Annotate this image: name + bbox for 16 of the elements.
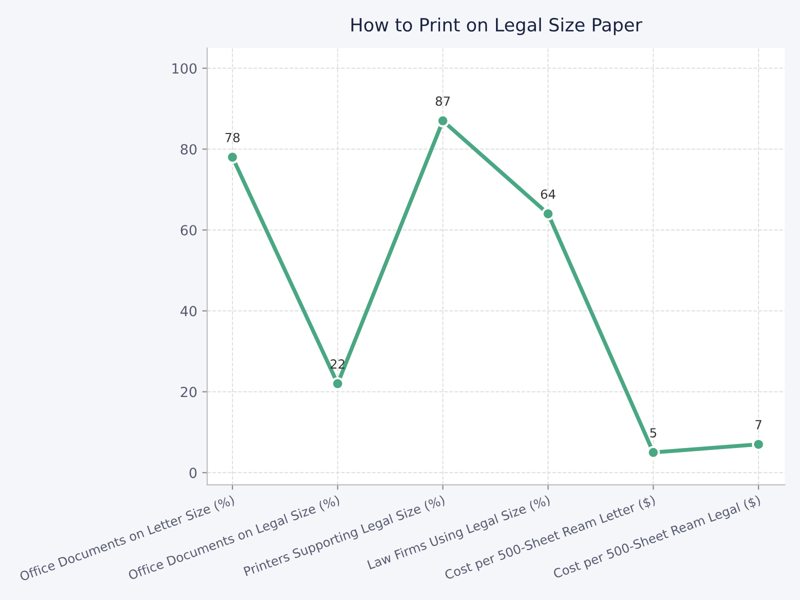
y-tick-label: 20: [180, 386, 197, 398]
data-label: 78: [226, 132, 240, 142]
data-label: 7: [756, 420, 762, 430]
y-tick-label: 0: [190, 468, 197, 478]
y-tick-label: 40: [180, 306, 197, 316]
data-label: 5: [650, 428, 656, 438]
y-tick-label: 60: [180, 224, 197, 236]
y-tick-label: 80: [180, 144, 197, 155]
point: [331, 377, 344, 390]
point: [646, 446, 660, 460]
chart-title: How to Print on Legal Size Paper: [351, 18, 642, 36]
y-tick-label: 100: [172, 63, 197, 74]
point: [541, 207, 555, 220]
point: [436, 114, 450, 128]
data-label: 64: [541, 189, 556, 199]
data-label: 87: [436, 96, 450, 106]
